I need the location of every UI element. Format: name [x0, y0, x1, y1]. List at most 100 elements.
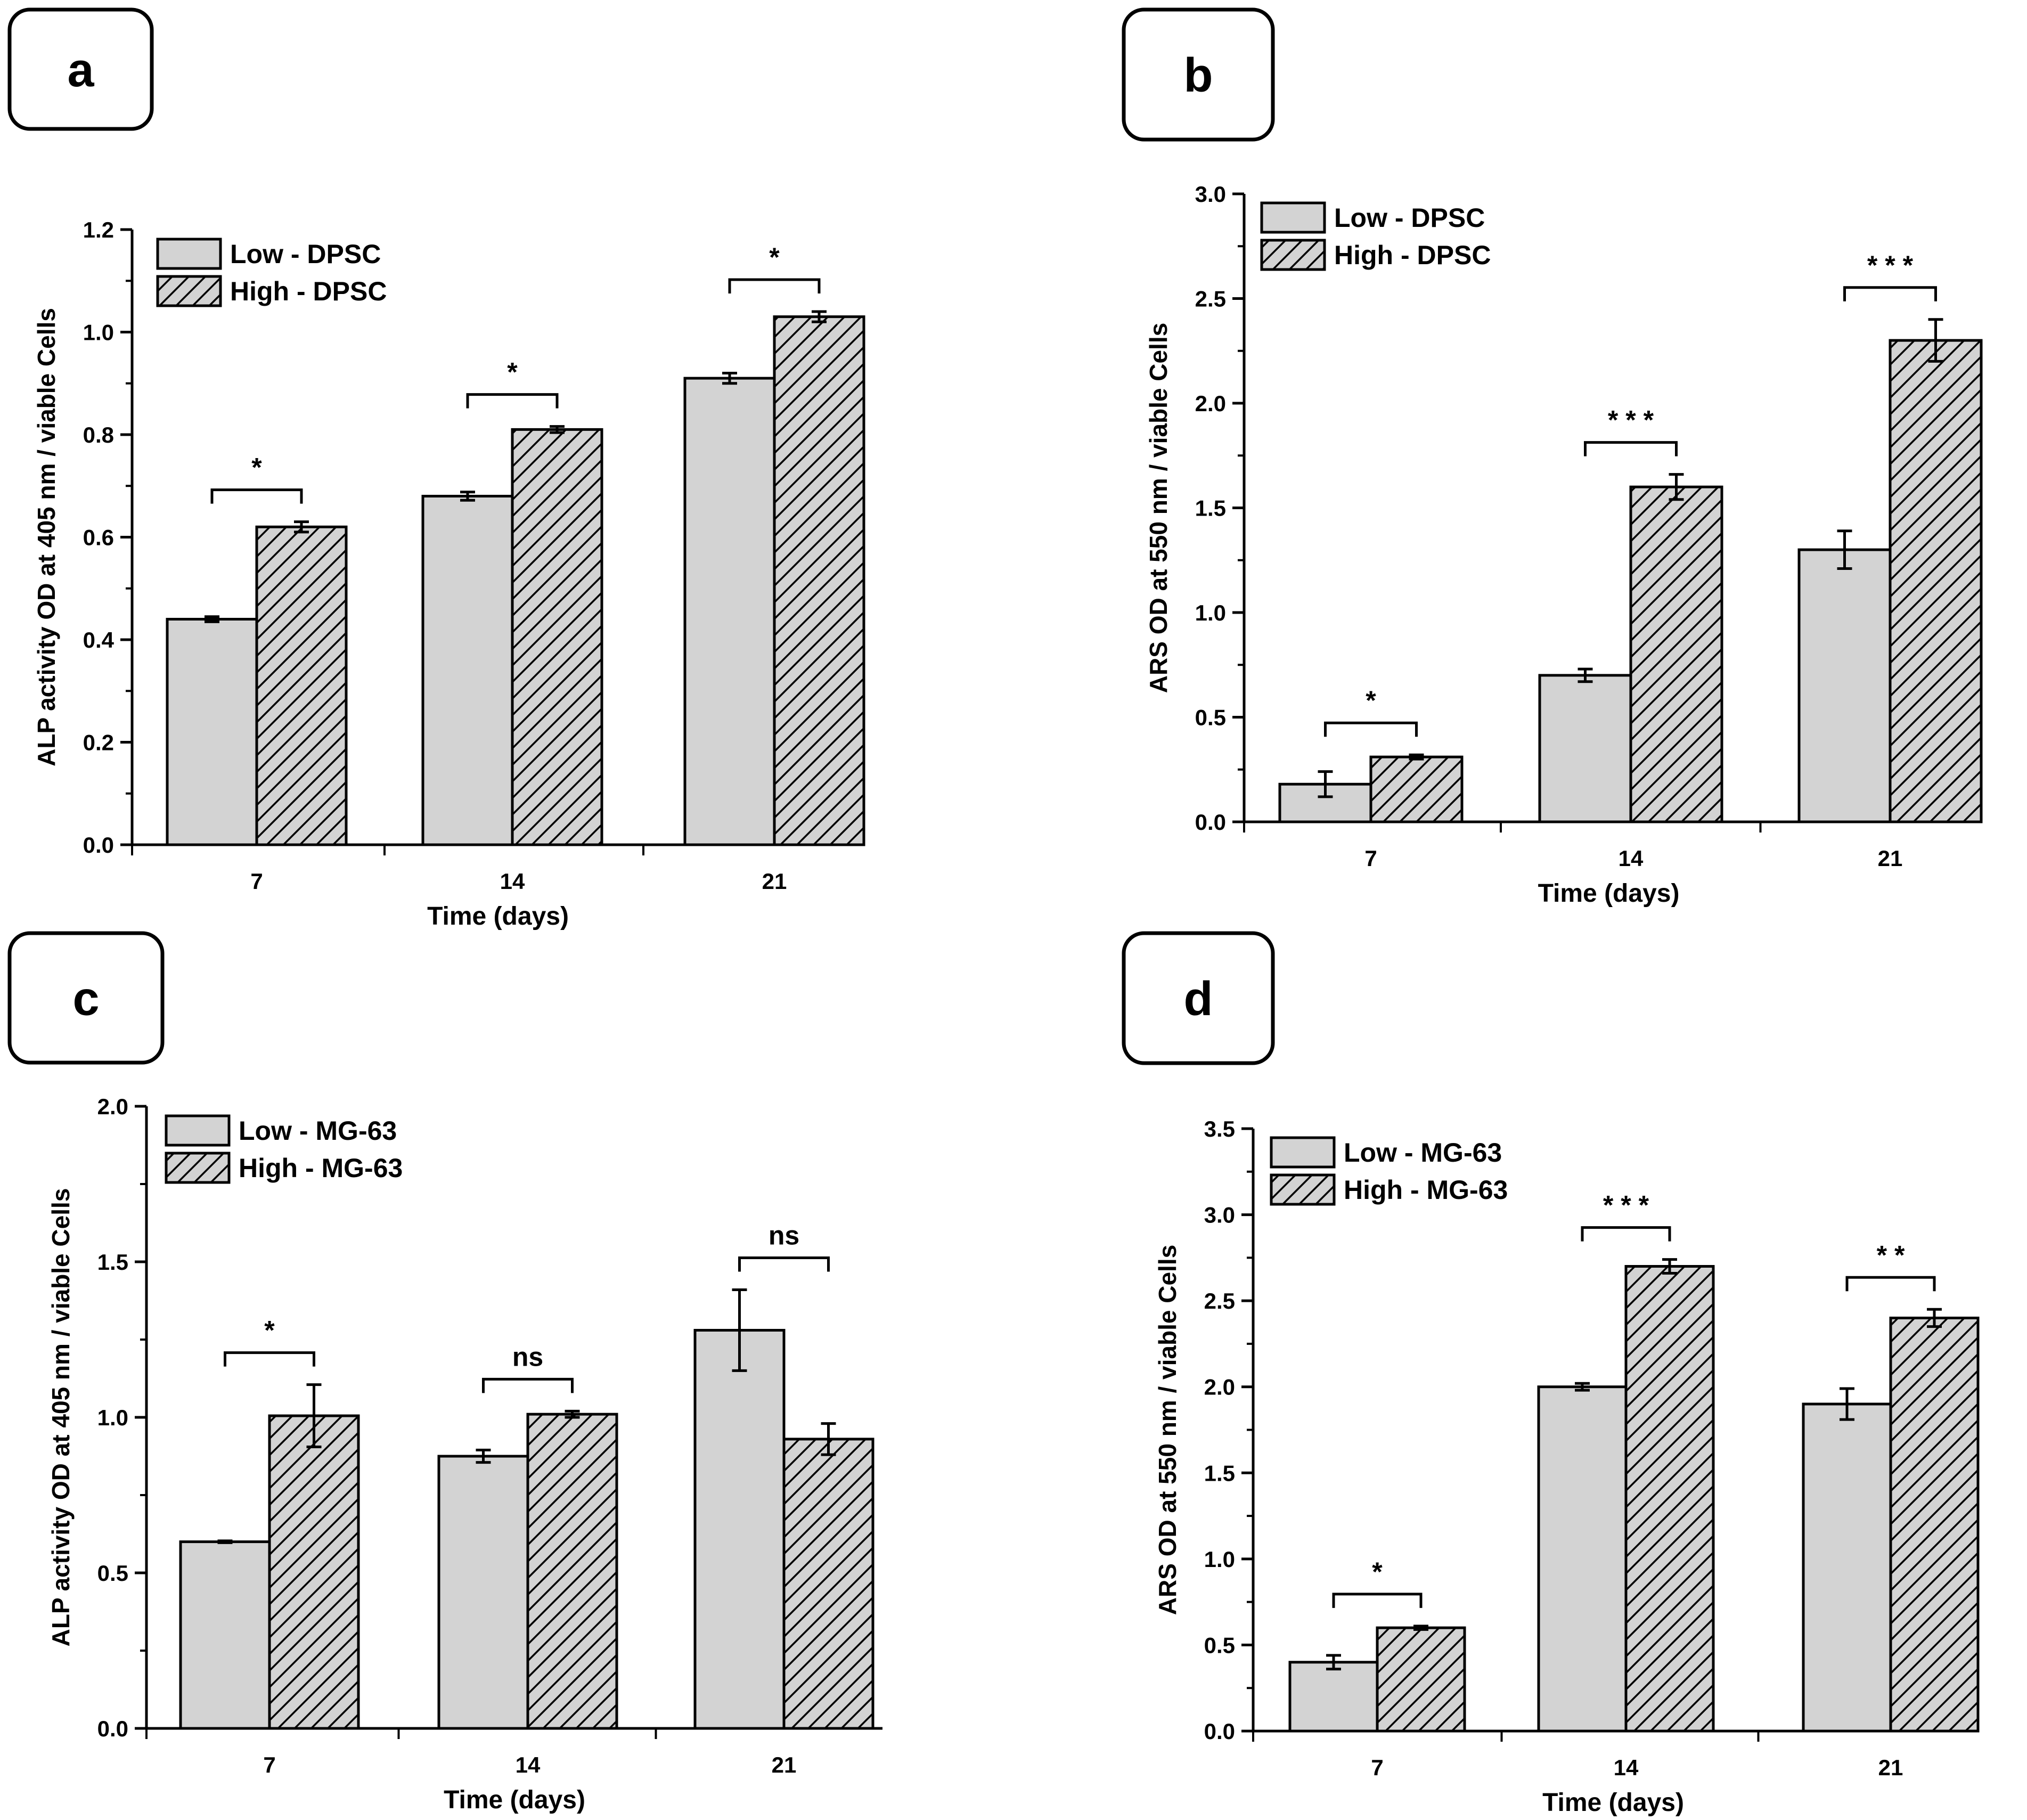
bar-high — [255, 525, 348, 846]
bar-high — [773, 315, 865, 846]
significance-bracket — [1581, 1226, 1671, 1242]
x-axis-title: Time (days) — [427, 902, 569, 931]
significance-bracket — [1845, 1276, 1936, 1292]
chart-panel-d: d 0.0 0.5 1.0 1.5 2.0 2.5 3.0 3.5 7 14 21 Time (days… — [1122, 931, 1980, 1817]
y-tick-label: 0.8 — [83, 422, 114, 447]
bar-low — [1538, 674, 1632, 823]
bar-high — [1889, 339, 1983, 823]
significance-label: * * — [1877, 1240, 1905, 1270]
significance-bracket — [728, 278, 821, 293]
y-tick-label: 0.0 — [1195, 810, 1226, 835]
chart-panel-c: c 0.0 0.5 1.0 1.5 2.0 7 14 21 Time (days) ALP acti… — [7, 931, 882, 1814]
bar-low — [437, 1455, 529, 1730]
x-tick-label: 21 — [762, 869, 787, 894]
bar-low — [1288, 1661, 1379, 1733]
y-tick-label: 3.0 — [1195, 182, 1226, 207]
bar-high — [511, 428, 603, 846]
panel-label-box — [1122, 7, 1275, 142]
significance-bracket — [466, 393, 559, 409]
significance-label: * — [769, 242, 780, 272]
bar-high — [1376, 1626, 1466, 1733]
y-axis-title: ARS OD at 550 nm / viable Cells — [1145, 323, 1172, 693]
legend-swatch-low — [1260, 201, 1326, 234]
x-tick-label: 14 — [1619, 846, 1644, 871]
x-tick-label: 21 — [1878, 1755, 1903, 1780]
legend-swatch-low — [1270, 1136, 1336, 1169]
bar-low — [166, 618, 258, 846]
x-axis-title: Time (days) — [1542, 1789, 1684, 1817]
bar-low — [1797, 548, 1892, 823]
legend-label: Low - DPSC — [1334, 203, 1485, 233]
significance-label: * * * — [1867, 250, 1914, 280]
y-tick-label: 0.6 — [83, 525, 114, 550]
y-tick-label: 2.0 — [1195, 391, 1226, 416]
significance-label: * — [264, 1316, 275, 1345]
significance-label: * * * — [1608, 405, 1654, 435]
significance-bracket — [210, 488, 303, 504]
significance-label: * — [251, 453, 262, 483]
significance-label: * — [1366, 685, 1376, 715]
panel-label: a — [67, 44, 94, 97]
bar-low — [683, 377, 776, 846]
panel-label: d — [1184, 973, 1213, 1026]
bar-high — [526, 1413, 618, 1730]
x-tick-label: 21 — [772, 1752, 797, 1777]
significance-label: * * * — [1603, 1190, 1649, 1220]
significance-label: * — [1372, 1557, 1383, 1587]
bar-low — [1802, 1402, 1892, 1733]
x-tick-label: 14 — [1614, 1755, 1639, 1780]
y-axis-title: ALP activity OD at 405 nm / viable Cells — [32, 308, 60, 766]
y-tick-label: 0.5 — [97, 1561, 128, 1586]
y-tick-label: 1.0 — [97, 1405, 128, 1430]
bar-low — [693, 1328, 786, 1730]
legend-label: Low - MG-63 — [1344, 1138, 1502, 1168]
y-tick-label: 0.4 — [83, 627, 115, 652]
x-axis-title: Time (days) — [444, 1786, 585, 1814]
significance-bracket — [738, 1256, 830, 1272]
bar-high — [1889, 1316, 1980, 1733]
bar-high — [1624, 1265, 1715, 1733]
significance-label: ns — [769, 1221, 799, 1251]
x-axis-title: Time (days) — [1538, 879, 1680, 908]
x-tick-label: 7 — [1364, 846, 1377, 871]
y-tick-label: 1.0 — [83, 320, 114, 345]
x-tick-label: 7 — [263, 1752, 275, 1777]
bar-low — [421, 495, 514, 846]
legend-label: High - MG-63 — [239, 1153, 403, 1183]
significance-bracket — [224, 1351, 315, 1367]
y-tick-label: 1.0 — [1204, 1547, 1235, 1572]
y-tick-label: 0.2 — [83, 730, 114, 755]
chart-panel-b: b 0.0 0.5 1.0 1.5 2.0 2.5 3.0 7 14 21 Time (days) AR… — [1122, 7, 1983, 908]
y-tick-label: 2.0 — [97, 1094, 128, 1119]
bar-high — [782, 1438, 874, 1730]
significance-label: ns — [512, 1342, 543, 1372]
legend-swatch-high — [156, 275, 222, 307]
bar-high — [268, 1414, 360, 1730]
y-tick-label: 1.2 — [83, 217, 114, 242]
y-tick-label: 0.5 — [1195, 705, 1226, 730]
y-tick-label: 2.5 — [1204, 1288, 1235, 1313]
panel-label-box — [7, 7, 154, 131]
bar-low — [1537, 1385, 1628, 1733]
legend-label: High - DPSC — [230, 276, 387, 306]
y-tick-label: 1.5 — [1204, 1460, 1235, 1486]
bar-low — [179, 1540, 271, 1730]
legend-label: High - DPSC — [1334, 240, 1491, 270]
legend-swatch-high — [1270, 1173, 1336, 1206]
y-axis-title: ARS OD at 550 nm / viable Cells — [1154, 1245, 1181, 1615]
y-tick-label: 3.5 — [1204, 1116, 1235, 1141]
significance-bracket — [1332, 1593, 1423, 1608]
significance-label: * — [507, 357, 518, 387]
bar-high — [1369, 755, 1464, 823]
y-tick-label: 0.0 — [1204, 1719, 1235, 1744]
y-tick-label: 2.5 — [1195, 287, 1226, 312]
y-tick-label: 1.5 — [1195, 496, 1226, 521]
y-tick-label: 0.5 — [1204, 1633, 1235, 1658]
significance-bracket — [1584, 441, 1678, 456]
y-tick-label: 0.0 — [97, 1716, 128, 1741]
y-tick-label: 3.0 — [1204, 1203, 1235, 1228]
panel-label-box — [1122, 931, 1275, 1065]
y-tick-label: 1.0 — [1195, 600, 1226, 625]
legend-swatch-low — [156, 238, 222, 270]
